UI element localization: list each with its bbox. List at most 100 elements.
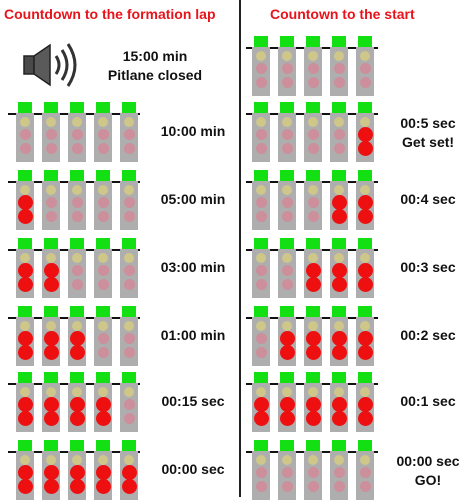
green-light bbox=[280, 306, 294, 319]
red-lamp-upper bbox=[97, 265, 109, 276]
red-lamp-lower bbox=[255, 347, 267, 358]
red-lamp-lower bbox=[281, 211, 293, 222]
light-unit bbox=[356, 102, 374, 162]
light-unit bbox=[330, 170, 348, 230]
green-light bbox=[18, 238, 32, 251]
red-lamp-lower bbox=[331, 277, 347, 292]
red-lamp-upper bbox=[307, 467, 319, 478]
red-lamp-upper bbox=[97, 129, 109, 140]
amber-lamp bbox=[282, 51, 292, 61]
light-unit bbox=[120, 372, 138, 432]
red-lamp-lower bbox=[17, 411, 33, 426]
red-lamp-upper bbox=[331, 331, 347, 346]
green-light bbox=[358, 238, 372, 251]
amber-lamp bbox=[308, 321, 318, 331]
status-label: Get set! bbox=[401, 134, 455, 150]
amber-lamp bbox=[334, 253, 344, 263]
amber-lamp bbox=[282, 455, 292, 465]
red-lamp-lower bbox=[121, 479, 137, 494]
red-lamp-lower bbox=[43, 479, 59, 494]
light-unit bbox=[278, 102, 296, 162]
light-unit bbox=[330, 36, 348, 96]
amber-lamp bbox=[20, 253, 30, 263]
light-unit bbox=[94, 372, 112, 432]
red-lamp-upper bbox=[357, 331, 373, 346]
red-lamp-lower bbox=[43, 411, 59, 426]
amber-lamp bbox=[72, 321, 82, 331]
amber-lamp bbox=[124, 455, 134, 465]
red-lamp-lower bbox=[95, 411, 111, 426]
time-label: 00:3 sec bbox=[400, 259, 456, 275]
amber-lamp bbox=[72, 185, 82, 195]
light-unit bbox=[16, 306, 34, 366]
red-lamp-upper bbox=[357, 397, 373, 412]
light-unit bbox=[304, 306, 322, 366]
green-light bbox=[306, 36, 320, 49]
red-lamp-lower bbox=[255, 481, 267, 492]
light-unit bbox=[356, 372, 374, 432]
status-label: GO! bbox=[414, 472, 442, 488]
amber-lamp bbox=[46, 387, 56, 397]
light-unit bbox=[42, 306, 60, 366]
light-unit bbox=[356, 306, 374, 366]
red-lamp-lower bbox=[17, 277, 33, 292]
red-lamp-lower bbox=[97, 347, 109, 358]
red-lamp-upper bbox=[123, 399, 135, 410]
red-lamp-lower bbox=[71, 211, 83, 222]
light-unit bbox=[42, 372, 60, 432]
green-light bbox=[254, 440, 268, 453]
amber-lamp bbox=[360, 117, 370, 127]
red-lamp-upper bbox=[69, 465, 85, 480]
red-lamp-lower bbox=[43, 345, 59, 360]
amber-lamp bbox=[72, 117, 82, 127]
red-lamp-upper bbox=[123, 129, 135, 140]
red-lamp-upper bbox=[307, 63, 319, 74]
green-light bbox=[70, 372, 84, 385]
amber-lamp bbox=[256, 253, 266, 263]
light-unit bbox=[252, 238, 270, 298]
red-lamp-lower bbox=[281, 481, 293, 492]
green-light bbox=[44, 372, 58, 385]
green-light bbox=[70, 102, 84, 115]
amber-lamp bbox=[124, 185, 134, 195]
amber-lamp bbox=[46, 321, 56, 331]
red-lamp-lower bbox=[97, 211, 109, 222]
amber-lamp bbox=[334, 455, 344, 465]
green-light bbox=[254, 238, 268, 251]
green-light bbox=[306, 238, 320, 251]
red-lamp-lower bbox=[357, 209, 373, 224]
red-lamp-lower bbox=[69, 345, 85, 360]
green-light bbox=[70, 440, 84, 453]
light-unit bbox=[120, 102, 138, 162]
red-lamp-lower bbox=[357, 141, 373, 156]
green-light bbox=[280, 372, 294, 385]
green-light bbox=[254, 102, 268, 115]
green-light bbox=[254, 170, 268, 183]
amber-lamp bbox=[308, 455, 318, 465]
intro-time: 15:00 min bbox=[122, 48, 188, 64]
green-light bbox=[18, 372, 32, 385]
red-lamp-upper bbox=[281, 265, 293, 276]
light-unit bbox=[16, 170, 34, 230]
green-light bbox=[306, 102, 320, 115]
amber-lamp bbox=[334, 387, 344, 397]
red-lamp-lower bbox=[333, 77, 345, 88]
red-lamp-upper bbox=[43, 465, 59, 480]
red-lamp-lower bbox=[359, 481, 371, 492]
light-unit bbox=[304, 372, 322, 432]
red-lamp-upper bbox=[359, 63, 371, 74]
red-lamp-upper bbox=[305, 397, 321, 412]
light-unit bbox=[68, 306, 86, 366]
light-unit bbox=[94, 170, 112, 230]
formation-lap-title: Countdown to the formation lap bbox=[4, 6, 216, 22]
green-light bbox=[44, 440, 58, 453]
green-light bbox=[332, 372, 346, 385]
light-unit bbox=[16, 238, 34, 298]
green-light bbox=[306, 372, 320, 385]
amber-lamp bbox=[360, 253, 370, 263]
light-unit bbox=[356, 170, 374, 230]
red-lamp-upper bbox=[281, 63, 293, 74]
green-light bbox=[332, 306, 346, 319]
green-light bbox=[44, 306, 58, 319]
green-light bbox=[358, 102, 372, 115]
